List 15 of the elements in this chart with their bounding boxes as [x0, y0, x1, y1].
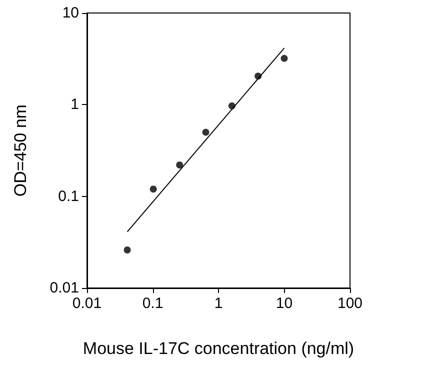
y-tick-label: 1	[70, 96, 79, 114]
point	[202, 128, 210, 136]
y-tick-label: 10	[62, 4, 79, 22]
point	[150, 186, 157, 193]
x-tick-label: 10	[276, 295, 293, 312]
x-tick-label: 1	[214, 295, 223, 312]
x-tick-label: 0.1	[142, 295, 164, 312]
y-tick-label: 0.1	[58, 188, 79, 205]
y-axis-title: OD=450 nm	[11, 104, 30, 197]
point	[124, 246, 131, 254]
point	[176, 161, 184, 168]
x-axis-title: Mouse IL-17C concentration (ng/ml)	[82, 339, 354, 358]
x-tick-label: 100	[337, 295, 363, 312]
point	[280, 54, 288, 62]
y-tick-label: 0.01	[50, 280, 79, 296]
